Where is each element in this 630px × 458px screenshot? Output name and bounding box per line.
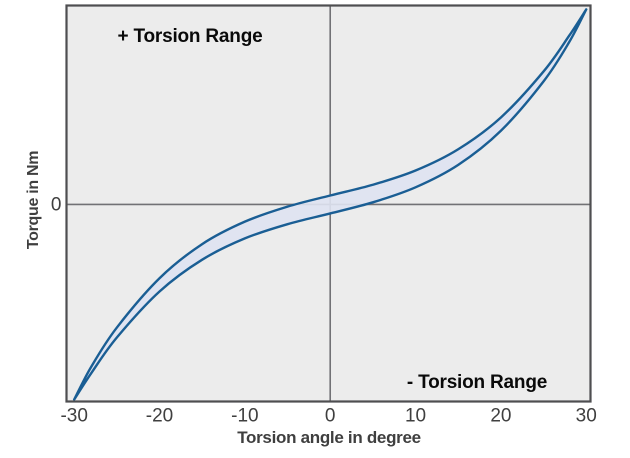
torsion-range-band [72,8,588,401]
y-axis-title: Torque in Nm [25,150,42,250]
plot-border [65,4,592,403]
annotation-positive-torsion-range: + Torsion Range [117,26,263,47]
x-tick-label: 0 [325,406,336,427]
x-tick-label: -20 [146,406,173,427]
x-tick-label: -10 [231,406,258,427]
x-tick-label: 20 [490,406,511,427]
x-tick-label: 10 [405,406,426,427]
x-tick-label: -30 [60,406,87,427]
annotation-negative-torsion-range: - Torsion Range [406,372,548,393]
y-tick-label: 0 [51,194,62,215]
x-axis-title: Torsion angle in degree [237,428,421,447]
x-tick-label: 30 [576,406,597,427]
